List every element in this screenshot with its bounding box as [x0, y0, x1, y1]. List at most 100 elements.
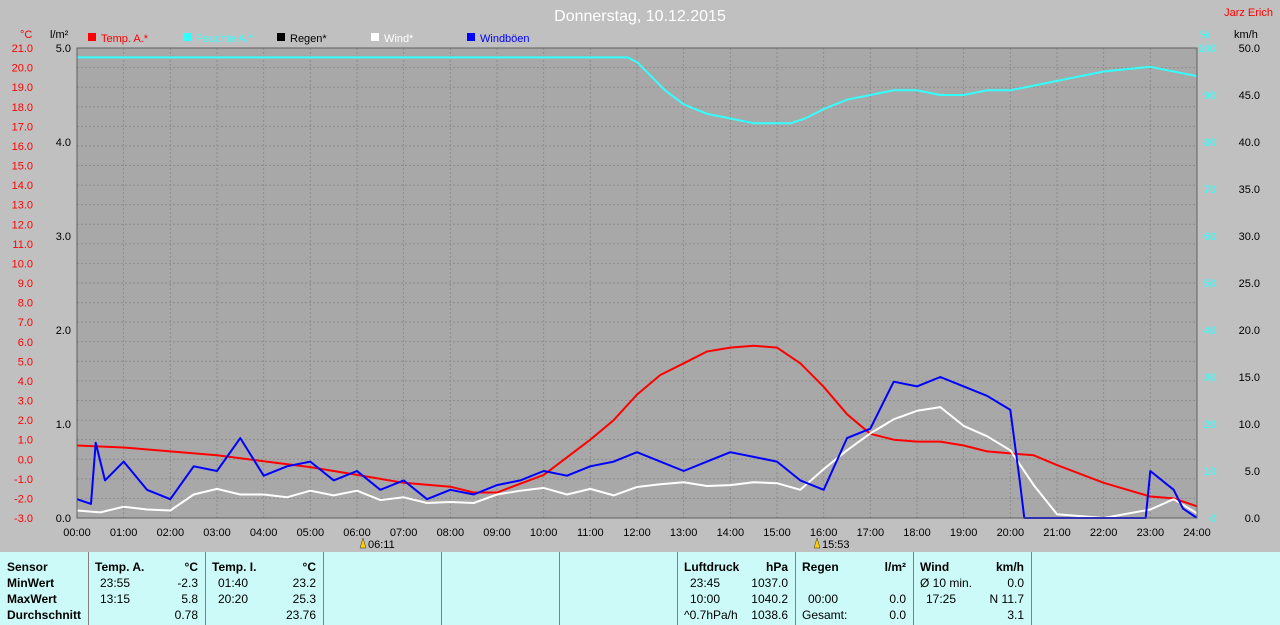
row-label-min: MinWert [7, 576, 55, 590]
x-tick-label: 05:00 [297, 527, 325, 539]
temp-i-max: 25.3 [292, 592, 316, 606]
wind-tick-label: 40.0 [1239, 137, 1260, 149]
wind-avg10: 0.0 [1007, 576, 1024, 590]
pressure-max-time: 10:00 [690, 592, 721, 606]
humidity-tick-label: 50 [1204, 278, 1216, 290]
row-label-sensor: Sensor [7, 560, 48, 574]
weather-chart: 00:00 01:00 02:00 03:00 04:00 05:00 06:00 07:00… [11, 7, 1273, 551]
temp-tick-label: 4.0 [18, 376, 33, 388]
temp-i-max-time: 20:20 [218, 592, 249, 606]
x-tick-label: 24:00 [1183, 527, 1211, 539]
rain-tick-label: 3.0 [56, 231, 71, 243]
table-divider [205, 552, 206, 625]
axes-layer: 00:00 01:00 02:00 03:00 04:00 05:00 06:00 07:00… [12, 43, 1260, 539]
x-tick-label: 23:00 [1137, 527, 1165, 539]
pressure-title: Luftdruck [684, 560, 740, 574]
legend-swatch [277, 33, 285, 41]
table-divider [1031, 552, 1032, 625]
x-tick-label: 06:00 [343, 527, 371, 539]
wind-tick-label: 10.0 [1239, 419, 1260, 431]
temp-tick-label: 18.0 [12, 102, 33, 114]
x-tick-label: 13:00 [670, 527, 698, 539]
humidity-tick-label: 20 [1204, 419, 1216, 431]
wind-tick-label: 20.0 [1239, 325, 1260, 337]
x-tick-label: 02:00 [157, 527, 185, 539]
legend-item: Feuchte A.* [183, 33, 254, 45]
wind-title: Wind [920, 560, 950, 574]
author-label: Jarz Erich [1224, 7, 1273, 19]
rain-title: Regen [802, 560, 839, 574]
x-tick-label: 01:00 [110, 527, 138, 539]
wind-tick-label: 25.0 [1239, 278, 1260, 290]
temp-a-title: Temp. A. [95, 560, 145, 574]
rain-tick-label: 0.0 [56, 513, 71, 525]
table-divider [88, 552, 89, 625]
x-tick-label: 16:00 [810, 527, 838, 539]
wind-tick-label: 15.0 [1239, 372, 1260, 384]
legend-item: Wind* [371, 33, 414, 45]
x-tick-label: 18:00 [903, 527, 931, 539]
x-tick-label: 00:00 [63, 527, 91, 539]
humidity-tick-label: 80 [1204, 137, 1216, 149]
humidity-tick-label: 60 [1204, 231, 1216, 243]
x-tick-label: 20:00 [997, 527, 1025, 539]
rain-tick-label: 5.0 [56, 43, 71, 55]
temp-tick-label: 2.0 [18, 415, 33, 427]
legend-swatch [371, 33, 379, 41]
temp-i-min: 23.2 [292, 576, 316, 590]
wind-tick-label: 50.0 [1239, 43, 1260, 55]
series-line-0 [76, 344, 1198, 508]
legend-swatch [88, 33, 96, 41]
pressure-unit: hPa [765, 560, 788, 574]
temp-tick-label: 15.0 [12, 161, 33, 173]
wind-tick-label: 5.0 [1245, 466, 1260, 478]
temp-tick-label: 21.0 [12, 43, 33, 55]
x-tick-label: 22:00 [1090, 527, 1118, 539]
humidity-tick-label: 30 [1204, 372, 1216, 384]
temp-tick-label: 11.0 [12, 239, 33, 251]
temp-tick-label: -1.0 [14, 474, 33, 486]
temp-tick-label: 19.0 [12, 82, 33, 94]
rain-total: 0.0 [889, 608, 906, 622]
temp-tick-label: 1.0 [18, 435, 33, 447]
table-divider [795, 552, 796, 625]
legend: Temp. A.* Feuchte A.* Regen* Wind* Windböen [88, 33, 530, 45]
wind-tick-label: 30.0 [1239, 231, 1260, 243]
temp-tick-label: 12.0 [12, 219, 33, 231]
temp-tick-label: 6.0 [18, 337, 33, 349]
wind-max-direction: N 11.7 [989, 592, 1024, 606]
sunrise-icon [359, 537, 367, 549]
temp-i-unit: °C [302, 560, 316, 574]
x-tick-label: 21:00 [1043, 527, 1071, 539]
wind-tick-label: 45.0 [1239, 90, 1260, 102]
humidity-tick-label: 10 [1204, 466, 1216, 478]
series-line-1 [77, 56, 1198, 125]
rain-value: 0.0 [889, 592, 906, 606]
plot-frame [76, 47, 1198, 519]
x-tick-label: 19:00 [950, 527, 978, 539]
x-tick-label: 03:00 [203, 527, 231, 539]
chart-title: Donnerstag, 10.12.2015 [554, 8, 726, 25]
temp-tick-label: 5.0 [18, 356, 33, 368]
rain-time: 00:00 [808, 592, 839, 606]
x-tick-label: 15:00 [763, 527, 791, 539]
legend-label: Regen* [290, 33, 327, 45]
temp-tick-label: 3.0 [18, 396, 33, 408]
legend-swatch [183, 33, 191, 41]
humidity-tick-label: 100 [1198, 43, 1216, 55]
humidity-tick-label: 0 [1210, 513, 1216, 525]
temp-a-min-time: 23:55 [100, 576, 131, 590]
x-tick-label: 17:00 [857, 527, 885, 539]
rain-total-label: Gesamt: [802, 608, 848, 622]
wind-tick-label: 0.0 [1245, 513, 1260, 525]
temp-tick-label: 13.0 [12, 200, 33, 212]
series-line-4 [76, 376, 1198, 519]
legend-label: Feuchte A.* [196, 33, 254, 45]
sunset-marker: 15:53 [813, 537, 850, 551]
pressure-min: 1037.0 [751, 576, 788, 590]
temp-i-avg: 23.76 [285, 608, 316, 622]
legend-item: Temp. A.* [88, 33, 149, 45]
statistics-table: Sensor MinWert MaxWert Durchschnitt Temp… [0, 552, 1280, 625]
temp-a-unit: °C [184, 560, 198, 574]
temp-a-max: 5.8 [181, 592, 198, 606]
